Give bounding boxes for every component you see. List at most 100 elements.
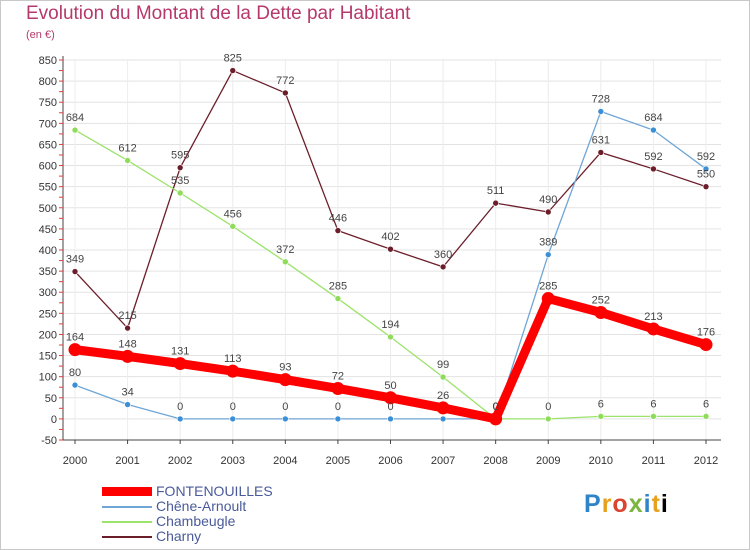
data-label: 550 (697, 169, 715, 181)
y-tick-label: 150 (39, 351, 57, 363)
data-label: 389 (539, 237, 557, 249)
data-label: 511 (487, 185, 505, 197)
x-tick-label: 2003 (221, 455, 245, 467)
data-label: 684 (66, 112, 84, 124)
series-point (331, 381, 345, 395)
series-point (650, 413, 657, 420)
series-point (541, 292, 555, 306)
data-label: 215 (118, 310, 136, 322)
chart-title: Evolution du Montant de la Dette par Hab… (26, 3, 411, 24)
x-tick-label: 2004 (273, 455, 297, 467)
y-tick-label: 100 (39, 372, 57, 384)
y-tick-label: 350 (39, 266, 57, 278)
series-point (176, 164, 184, 171)
series-point (597, 108, 605, 115)
logo-letter: i (660, 490, 669, 518)
data-label: 592 (697, 151, 715, 163)
series-point (226, 364, 240, 378)
series-point (68, 343, 82, 357)
data-label: 34 (121, 387, 133, 399)
chart-subtitle: (en €) (26, 29, 55, 41)
data-label: 0 (493, 401, 499, 413)
series-point (173, 357, 187, 371)
y-tick-label: 500 (39, 203, 57, 215)
data-label: 285 (329, 281, 347, 293)
y-tick-label: 650 (39, 139, 57, 151)
data-label: 0 (335, 401, 341, 413)
data-label: 612 (118, 142, 136, 154)
series-point (121, 349, 135, 363)
data-label: 252 (592, 294, 610, 306)
data-label: 0 (387, 401, 393, 413)
y-tick-label: 550 (39, 182, 57, 194)
series-point (124, 157, 131, 164)
data-label: 825 (224, 53, 242, 65)
series-point (229, 223, 237, 230)
series-point (176, 415, 184, 423)
series-point (702, 413, 710, 420)
series-point (384, 391, 397, 405)
x-tick-label: 2008 (483, 455, 507, 467)
data-label: 0 (545, 401, 551, 413)
series-point (544, 251, 552, 258)
x-tick-label: 2007 (431, 455, 455, 467)
data-label: 728 (592, 94, 610, 106)
data-label: 285 (539, 281, 557, 293)
data-label: 772 (276, 75, 294, 87)
data-label: 0 (493, 401, 499, 413)
proxiti-logo: Proxiti (584, 490, 669, 519)
series-point (650, 126, 657, 134)
data-label: 148 (118, 338, 136, 350)
series-point (387, 245, 394, 253)
data-label: 176 (697, 327, 715, 339)
legend-swatch (102, 536, 152, 538)
y-tick-label: 700 (39, 118, 57, 130)
data-label: 93 (279, 362, 291, 374)
y-tick-label: -50 (41, 435, 57, 447)
data-label: 446 (329, 213, 347, 225)
data-label: 684 (644, 112, 662, 124)
series-point (650, 165, 657, 173)
y-tick-label: 600 (39, 161, 57, 173)
series-point (702, 165, 710, 173)
data-label: 99 (437, 359, 449, 371)
data-label: 213 (644, 311, 662, 323)
series-point (282, 258, 289, 266)
series-point (646, 322, 660, 336)
data-label: 372 (276, 244, 294, 256)
series-point (489, 412, 503, 426)
data-label: 631 (592, 134, 610, 146)
legend-swatch (102, 521, 152, 523)
x-tick-label: 2011 (642, 455, 666, 467)
x-tick-label: 2001 (115, 455, 139, 467)
series-point (702, 183, 710, 190)
y-tick-label: 750 (39, 97, 57, 109)
series-point (439, 263, 447, 271)
y-tick-label: 800 (39, 76, 57, 88)
data-label: 349 (66, 254, 84, 266)
series-point (176, 189, 184, 197)
y-tick-label: 50 (45, 393, 57, 405)
series-point (124, 401, 131, 408)
series-point (387, 415, 394, 423)
data-label: 131 (171, 346, 189, 358)
data-label: 164 (66, 332, 84, 344)
series-point (282, 415, 289, 423)
x-tick-label: 2005 (326, 455, 350, 467)
data-label: 535 (171, 175, 189, 187)
legend-swatch (102, 487, 152, 496)
data-label: 80 (69, 367, 81, 379)
y-tick-label: 300 (39, 287, 57, 299)
x-tick-label: 2010 (589, 455, 613, 467)
data-label: 0 (282, 401, 288, 413)
y-tick-label: 0 (51, 414, 57, 426)
legend-label: Chambeugle (156, 513, 236, 529)
series-point (597, 149, 605, 156)
data-label: 6 (598, 398, 604, 410)
data-label: 113 (224, 353, 242, 365)
x-tick-label: 2009 (536, 455, 560, 467)
series-point (544, 208, 552, 216)
series-point (334, 295, 342, 302)
x-tick-label: 2012 (694, 455, 718, 467)
data-label: 490 (539, 194, 557, 206)
